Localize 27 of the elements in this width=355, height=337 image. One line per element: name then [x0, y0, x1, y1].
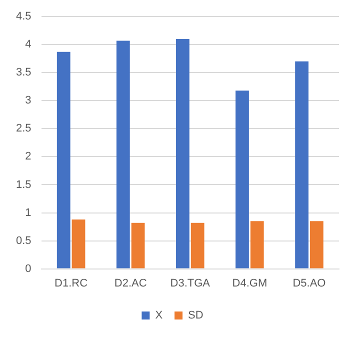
bar	[131, 222, 145, 268]
legend-label: SD	[188, 310, 204, 322]
bar	[116, 40, 130, 268]
y-tick-label: 0	[25, 262, 32, 275]
y-tick-label: 0.5	[16, 234, 32, 247]
y-tick-label: 3	[25, 94, 32, 107]
x-tick-label: D4.GM	[232, 277, 268, 290]
y-tick-label: 4.5	[16, 10, 32, 23]
x-tick-label: D3.TGA	[170, 277, 211, 290]
y-tick-label: 1.5	[16, 178, 32, 191]
x-tick-label: D1.RC	[54, 277, 88, 290]
bar	[236, 90, 249, 268]
bar	[72, 219, 86, 268]
bar	[310, 221, 324, 268]
bar	[295, 61, 308, 268]
x-tick-label: D2.AC	[114, 277, 147, 290]
y-tick-label: 2	[25, 150, 32, 163]
bar	[190, 222, 204, 268]
y-tick-label: 1	[25, 206, 32, 219]
legend-label: X	[155, 310, 164, 322]
y-tick-label: 4	[25, 38, 32, 51]
bar	[56, 52, 70, 268]
x-tick-label: D5.AO	[292, 277, 326, 290]
bar	[250, 221, 264, 268]
bar	[176, 39, 190, 268]
y-tick-label: 3.5	[16, 66, 32, 79]
y-tick-label: 2.5	[16, 122, 32, 135]
